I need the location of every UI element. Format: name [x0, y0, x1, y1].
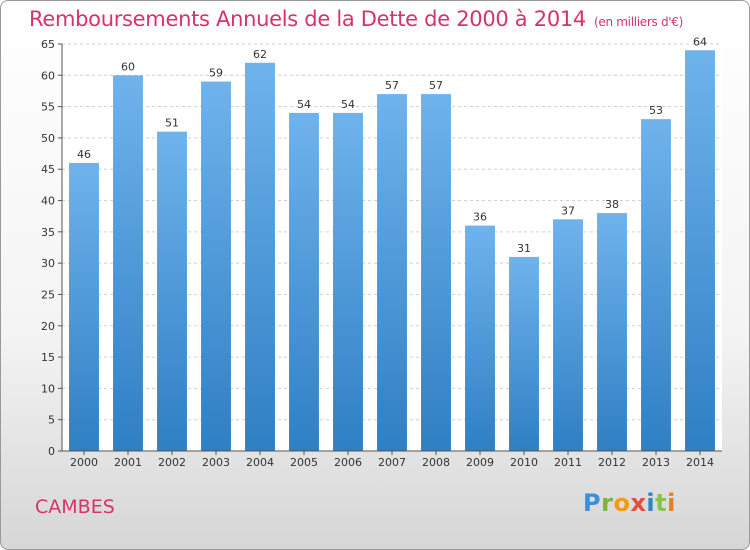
data-label: 57 [385, 79, 399, 92]
data-label: 59 [209, 67, 223, 80]
y-tick-label: 60 [41, 69, 55, 82]
x-tick-label: 2005 [290, 456, 318, 469]
x-tick-label: 2007 [378, 456, 406, 469]
x-tick-label: 2010 [510, 456, 538, 469]
data-label: 38 [605, 198, 619, 211]
x-tick-label: 2013 [642, 456, 670, 469]
y-tick-label: 15 [41, 351, 55, 364]
data-label: 53 [649, 104, 663, 117]
data-label: 62 [253, 48, 267, 61]
data-label: 57 [429, 79, 443, 92]
bar [465, 225, 495, 451]
data-label: 64 [693, 35, 707, 48]
data-label: 54 [341, 98, 355, 111]
bar [69, 162, 99, 451]
y-tick-label: 35 [41, 226, 55, 239]
chart-title: Remboursements Annuels de la Dette de 20… [29, 7, 683, 31]
data-label: 36 [473, 211, 487, 224]
data-label: 54 [297, 98, 311, 111]
bar [201, 81, 231, 452]
x-tick-label: 2006 [334, 456, 362, 469]
y-tick-label: 40 [41, 195, 55, 208]
bar [641, 119, 671, 451]
x-tick-label: 2014 [686, 456, 714, 469]
bar [553, 219, 583, 451]
axis-layer: 0 5 10 15 20 25 30 35 40 45 50 55 60 65 2000 2001 2002 20… [41, 38, 722, 469]
data-label: 37 [561, 204, 575, 217]
data-label: 51 [165, 117, 179, 130]
y-tick-label: 25 [41, 288, 55, 301]
x-tick-label: 2011 [554, 456, 582, 469]
bar [113, 75, 143, 452]
bar [245, 62, 275, 452]
chart-title-text: Remboursements Annuels de la Dette de 20… [29, 7, 586, 31]
y-tick-label: 20 [41, 320, 55, 333]
x-tick-label: 2012 [598, 456, 626, 469]
y-tick-label: 5 [48, 414, 55, 427]
bar [333, 112, 363, 451]
y-tick-label: 55 [41, 101, 55, 114]
data-label: 46 [77, 148, 91, 161]
chart-unit-note: (en milliers d'€) [594, 15, 684, 29]
bar [509, 256, 539, 451]
y-tick-label: 30 [41, 257, 55, 270]
x-tick-label: 2001 [114, 456, 142, 469]
x-tick-label: 2003 [202, 456, 230, 469]
bar [157, 131, 187, 451]
y-tick-label: 45 [41, 163, 55, 176]
data-label: 31 [517, 242, 531, 255]
bar-layer: 46 60 51 59 62 54 54 57 57 36 31 37 38 53 64 [69, 35, 715, 452]
x-tick-label: 2008 [422, 456, 450, 469]
x-tick-label: 2009 [466, 456, 494, 469]
y-tick-label: 50 [41, 132, 55, 145]
bar [377, 94, 407, 451]
x-tick-label: 2000 [70, 456, 98, 469]
y-tick-label: 10 [41, 382, 55, 395]
x-tick-label: 2002 [158, 456, 186, 469]
bar [289, 112, 319, 451]
x-tick-label: 2004 [246, 456, 274, 469]
y-tick-label: 65 [41, 38, 55, 51]
bar [685, 50, 715, 452]
y-tick-label: 0 [48, 445, 55, 458]
bar [421, 94, 451, 451]
bar [597, 213, 627, 451]
data-label: 60 [121, 60, 135, 73]
proxiti-logo: Proxiti [583, 489, 676, 517]
commune-name: CAMBES [35, 496, 115, 518]
